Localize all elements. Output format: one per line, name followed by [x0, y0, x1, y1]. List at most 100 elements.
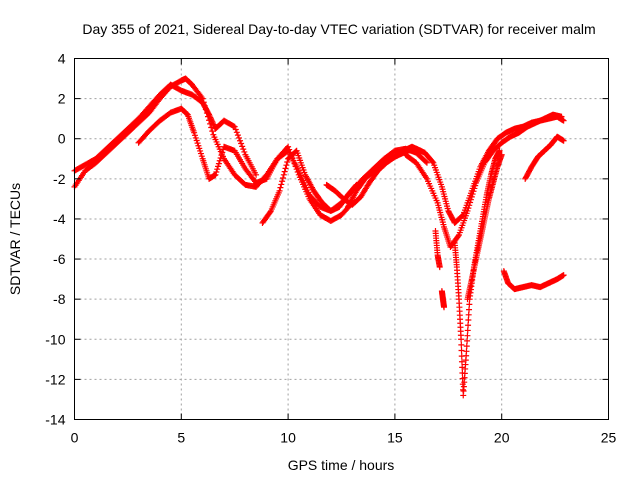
data-point-interp	[193, 137, 200, 144]
data-point	[276, 187, 283, 194]
series-arc-dip-b	[464, 151, 505, 303]
data-point-interp	[209, 128, 216, 135]
data-point	[285, 143, 292, 150]
plot-frame	[74, 58, 609, 420]
data-point-interp	[279, 178, 286, 185]
data-point-interp	[293, 166, 300, 173]
data-point-interp	[472, 182, 479, 189]
data-point-interp	[281, 168, 288, 175]
data-point-interp	[282, 165, 289, 172]
data-point-interp	[470, 188, 477, 195]
series-arc-main	[71, 75, 430, 214]
data-point-interp	[455, 233, 462, 240]
data-point-interp	[463, 343, 470, 350]
y-tick-label: -12	[45, 371, 65, 387]
data-point-interp	[291, 160, 298, 167]
data-point-interp	[466, 306, 473, 313]
data-point-interp	[283, 162, 290, 169]
data-point-interp	[292, 163, 299, 170]
y-tick-label: -6	[53, 251, 66, 267]
data-point-interp	[422, 158, 429, 165]
data-point-interp	[195, 142, 202, 149]
y-tick-label: -8	[53, 291, 66, 307]
series-arc-spike-a	[432, 227, 443, 271]
series-arc-evening-c	[323, 143, 424, 208]
data-point	[560, 272, 567, 279]
data-point	[253, 171, 260, 178]
data-point-interp	[267, 209, 274, 216]
data-point-interp	[198, 153, 205, 160]
data-point-interp	[278, 181, 285, 188]
series-arc-late-high	[522, 133, 567, 182]
data-point-interp	[196, 145, 203, 152]
y-tick-label: -4	[53, 211, 66, 227]
data-point	[231, 123, 238, 130]
data-point	[423, 159, 430, 166]
data-point-interp	[213, 169, 220, 176]
data-point-interp	[183, 110, 190, 117]
data-point	[560, 117, 567, 124]
data-point-interp	[284, 158, 291, 165]
data-point-interp	[277, 184, 284, 191]
x-tick-label: 25	[601, 430, 617, 446]
data-point	[560, 137, 567, 144]
data-point-interp	[215, 160, 222, 167]
data-point-interp	[197, 150, 204, 157]
data-point-interp	[465, 322, 472, 329]
x-axis-label: GPS time / hours	[288, 457, 395, 473]
y-tick-label: 0	[58, 131, 66, 147]
data-point-interp	[466, 202, 473, 209]
x-tick-label: 0	[71, 430, 79, 446]
data-point-interp	[216, 157, 223, 164]
data-point-interp	[232, 126, 239, 133]
data-point-interp	[429, 158, 436, 165]
data-point-interp	[233, 129, 240, 136]
data-point	[441, 304, 448, 311]
x-tick-label: 20	[494, 430, 510, 446]
data-point	[458, 336, 465, 343]
data-point-interp	[464, 327, 471, 334]
data-point-interp	[192, 134, 199, 141]
data-point-interp	[294, 169, 301, 176]
data-point	[463, 348, 470, 355]
x-tick-label: 15	[387, 430, 403, 446]
data-point-interp	[240, 146, 247, 153]
data-point-interp	[219, 149, 226, 156]
data-point-interp	[467, 199, 474, 206]
series-arc-upper	[71, 81, 260, 178]
data-point-interp	[468, 193, 475, 200]
series-arc-lower	[135, 105, 356, 224]
data-point-interp	[279, 175, 286, 182]
data-point-interp	[235, 134, 242, 141]
data-point-interp	[197, 147, 204, 154]
data-point-interp	[290, 157, 297, 164]
data-point-interp	[218, 152, 225, 159]
axis-ticks: 0 5 10 15 20 25 -14 -12 -10 -8 -6 -4 -2 0 2 4	[45, 51, 616, 446]
data-point	[558, 113, 565, 120]
data-point-interp	[458, 358, 465, 365]
data-point	[436, 264, 443, 271]
data-point	[498, 151, 505, 158]
data-point-interp	[458, 341, 465, 348]
y-tick-label: -10	[45, 331, 65, 347]
data-point-interp	[241, 148, 248, 155]
data-point	[212, 171, 219, 178]
data-point-interp	[194, 140, 201, 147]
data-point-interp	[239, 143, 246, 150]
data-point-interp	[286, 146, 293, 153]
y-tick-label: 4	[58, 51, 66, 67]
data-points	[71, 75, 567, 399]
data-point	[496, 147, 503, 154]
grid-lines	[74, 58, 609, 420]
data-point-interp	[464, 337, 471, 344]
data-point-interp	[465, 311, 472, 318]
data-point-interp	[458, 347, 465, 354]
data-point-interp	[238, 140, 245, 147]
data-point-interp	[471, 185, 478, 192]
data-point	[464, 207, 471, 214]
data-point-interp	[214, 166, 221, 173]
y-axis-label: SDTVAR / TECUs	[7, 183, 23, 295]
data-point-interp	[191, 132, 198, 139]
data-point-interp	[466, 301, 473, 308]
data-point-interp	[467, 196, 474, 203]
